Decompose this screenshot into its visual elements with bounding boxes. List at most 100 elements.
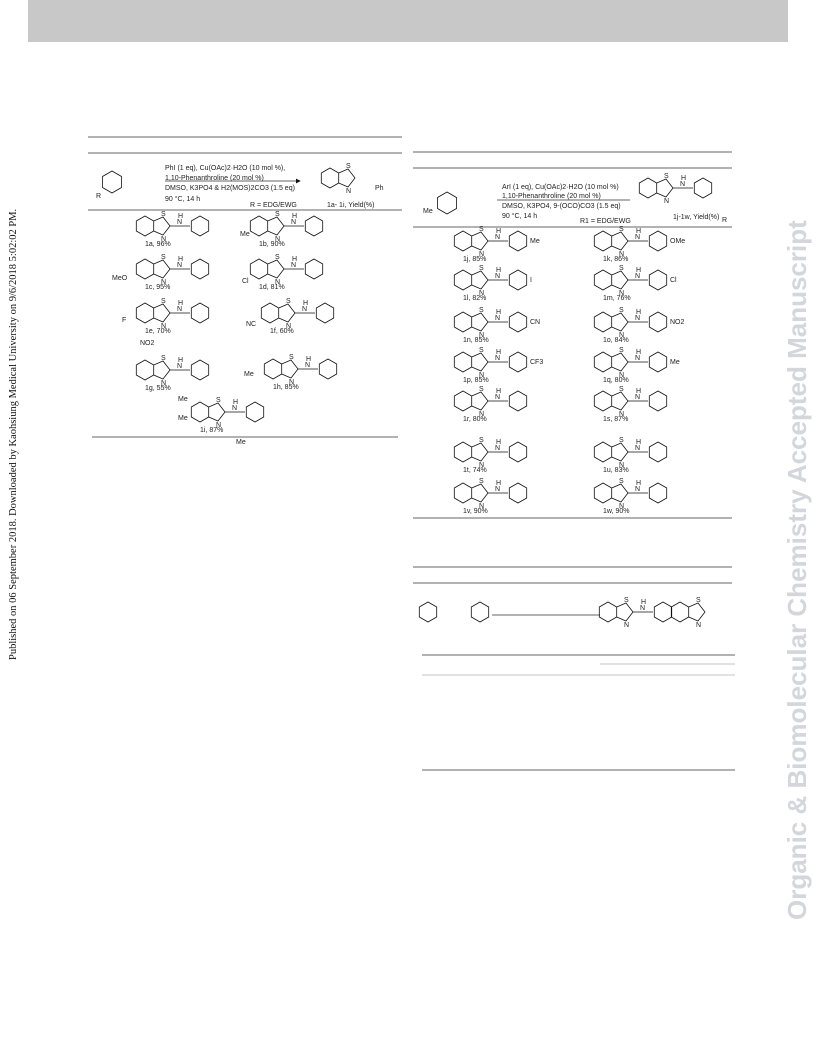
thiazole-ring <box>611 442 629 462</box>
thiazole-ring <box>278 303 296 323</box>
ring <box>470 601 490 623</box>
atom: H <box>178 213 183 220</box>
atom: N <box>479 372 484 379</box>
condition: 1,10-Phenanthroline (20 mol %) <box>165 175 264 182</box>
atom: H <box>636 267 641 274</box>
phenyl-ring <box>648 441 668 463</box>
substituent: Me <box>530 238 540 245</box>
atom: N <box>619 372 624 379</box>
atom: S <box>619 307 624 314</box>
thiazole-ring <box>153 303 171 323</box>
atom: S <box>216 397 221 404</box>
compound-label: 1a, 96% <box>145 241 171 248</box>
header-bar <box>28 0 788 42</box>
atom: N <box>479 251 484 258</box>
atom: N <box>177 363 182 370</box>
atom: S <box>619 386 624 393</box>
atom: H <box>636 480 641 487</box>
phenyl-ring <box>508 230 528 252</box>
atom: H <box>496 228 501 235</box>
benzene-ring <box>638 177 658 199</box>
atom: H <box>496 349 501 356</box>
compound-label: 1h, 85% <box>273 384 299 391</box>
benzene-ring <box>593 269 613 291</box>
atom: S <box>664 173 669 180</box>
substituent: Me <box>670 359 680 366</box>
atom: N <box>635 234 640 241</box>
phenyl-ring <box>648 351 668 373</box>
benzene-ring <box>249 215 269 237</box>
phenyl-ring <box>648 230 668 252</box>
atom: N <box>302 306 307 313</box>
compound-label: 1p, 85% <box>463 377 489 384</box>
atom: S <box>696 597 701 604</box>
substituent: F <box>122 317 126 324</box>
substituent: Cl <box>242 278 249 285</box>
condition: DMSO, K3PO4 & H2(MOS)2CO3 (1.5 eq) <box>165 185 295 192</box>
atom: S <box>479 226 484 233</box>
compound-label: 1d, 81% <box>259 284 285 291</box>
atom: S <box>479 437 484 444</box>
atom: N <box>635 445 640 452</box>
atom: N <box>479 290 484 297</box>
watermark: Organic & Biomolecular Chemistry Accepte… <box>782 220 812 920</box>
atom: N <box>161 279 166 286</box>
r-label: R = EDG/EWG <box>250 202 297 209</box>
atom: N <box>305 362 310 369</box>
atom: N <box>619 503 624 510</box>
atom: S <box>479 386 484 393</box>
benzene-ring <box>453 269 473 291</box>
benzene-ring <box>453 230 473 252</box>
thiazole-ring <box>153 216 171 236</box>
compound-label: 1j, 85% <box>463 256 486 263</box>
substituent: Me <box>178 415 188 422</box>
atom: N <box>495 273 500 280</box>
substituent: Me <box>244 371 254 378</box>
benzene-ring <box>135 215 155 237</box>
atom: N <box>479 332 484 339</box>
atom: H <box>636 309 641 316</box>
atom: N <box>275 279 280 286</box>
thiazole-ring <box>471 270 489 290</box>
phenyl-ring <box>508 441 528 463</box>
thiazole-ring <box>611 352 629 372</box>
phenyl-ring <box>648 269 668 291</box>
compound-label: 1g, 55% <box>145 385 171 392</box>
compound-label: 1c, 95% <box>145 284 170 291</box>
atom: S <box>289 354 294 361</box>
atom: N <box>161 380 166 387</box>
thiazole-ring <box>281 359 299 379</box>
atom: S <box>479 307 484 314</box>
benzene-ring <box>190 401 210 423</box>
atom: N <box>619 290 624 297</box>
phenyl-ring <box>318 358 338 380</box>
phenyl-ring <box>648 482 668 504</box>
substituent: Me <box>236 439 246 446</box>
compound-label: 1r, 80% <box>463 416 487 423</box>
start-ring <box>437 191 457 215</box>
atom: S <box>479 265 484 272</box>
condition: 90 °C, 14 h <box>165 195 200 203</box>
atom: N <box>640 605 645 612</box>
atom: H <box>292 256 297 263</box>
atom: N <box>216 422 221 429</box>
phenyl-ring <box>648 390 668 412</box>
atom: N <box>619 411 624 418</box>
benzene-ring <box>453 311 473 333</box>
atom: N <box>161 323 166 330</box>
benzene-ring <box>593 230 613 252</box>
compound-label: 1q, 80% <box>603 377 629 384</box>
atom: H <box>496 439 501 446</box>
substituent: OMe <box>670 238 685 245</box>
benzene-ring <box>593 441 613 463</box>
atom: S <box>624 597 629 604</box>
substituent: R <box>722 217 727 224</box>
atom: N <box>635 486 640 493</box>
compound-label: 1s, 87% <box>603 416 628 423</box>
benzene-ring <box>593 351 613 373</box>
phenyl-ring <box>190 258 210 280</box>
atom: S <box>479 478 484 485</box>
atom: S <box>161 211 166 218</box>
thiazole-ring <box>471 483 489 503</box>
